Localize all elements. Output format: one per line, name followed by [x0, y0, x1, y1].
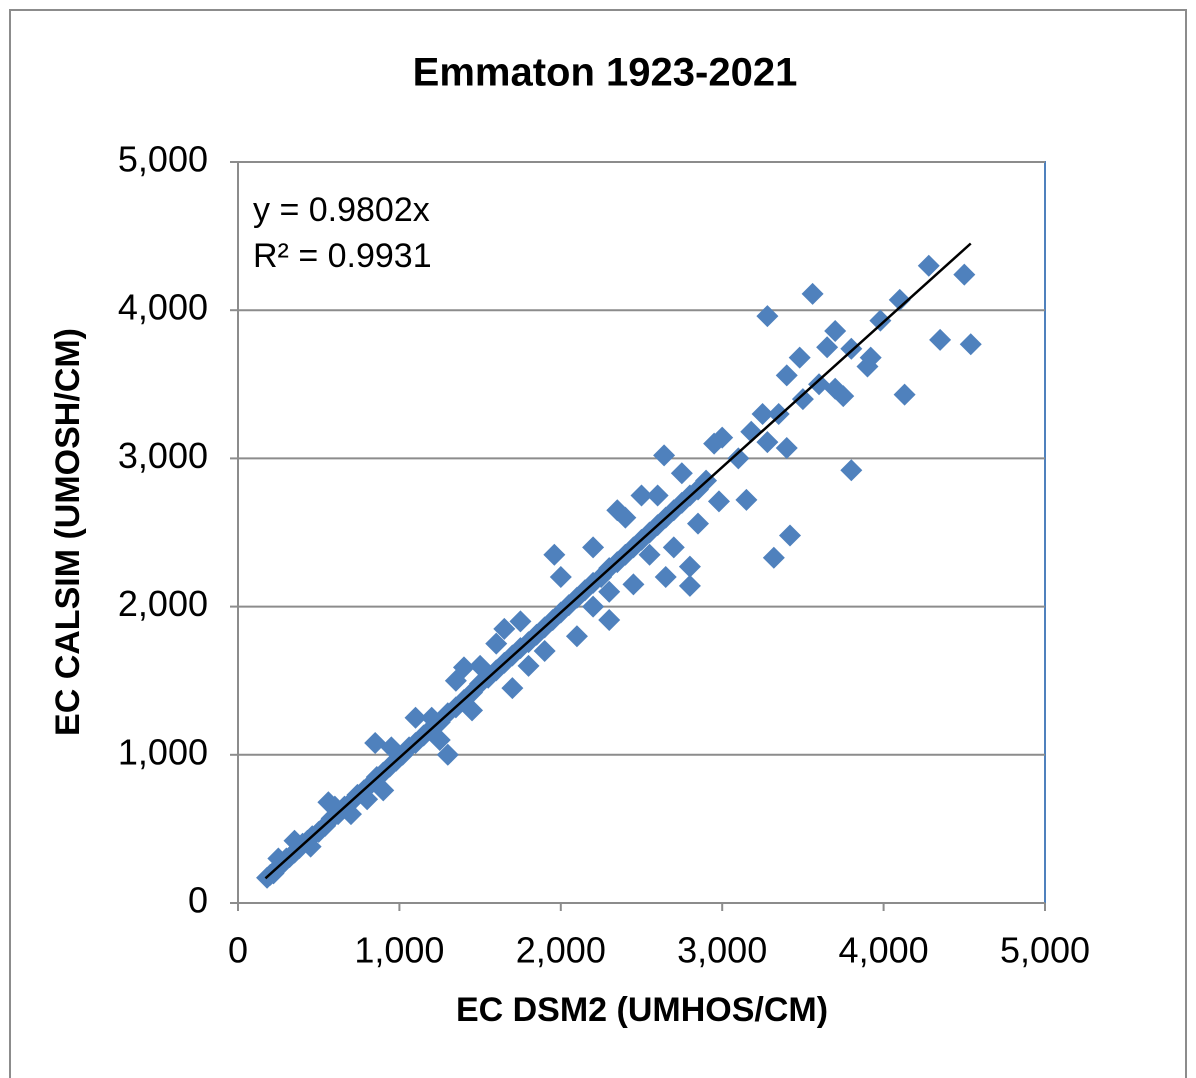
point	[775, 437, 798, 460]
point	[840, 337, 863, 360]
point	[751, 402, 774, 425]
point	[808, 373, 831, 396]
point	[461, 699, 484, 722]
point	[678, 555, 701, 578]
point	[917, 254, 940, 277]
point	[404, 706, 427, 729]
point	[533, 640, 556, 663]
y-tick-label: 1,000	[118, 731, 208, 772]
point	[869, 309, 892, 332]
point	[824, 377, 847, 400]
point	[735, 488, 758, 511]
point	[670, 462, 693, 485]
point	[727, 447, 750, 470]
point	[824, 319, 847, 342]
point	[662, 536, 685, 559]
y-axis-title: EC CALSIM (UMOSH/CM)	[49, 328, 87, 736]
x-tick-label: 0	[228, 930, 248, 971]
point	[364, 731, 387, 754]
point	[436, 743, 459, 766]
point	[929, 328, 952, 351]
x-tick-label: 2,000	[516, 930, 606, 971]
point	[654, 565, 677, 588]
x-tick-label: 5,000	[1000, 930, 1090, 971]
annotation: R² = 0.9931	[253, 237, 432, 275]
point	[267, 847, 290, 870]
point	[959, 333, 982, 356]
point	[646, 484, 669, 507]
x-axis-title: EC DSM2 (UMHOS/CM)	[456, 991, 828, 1029]
point	[549, 565, 572, 588]
trendline	[264, 242, 972, 880]
point	[339, 803, 362, 826]
point	[428, 728, 451, 751]
x-tick-label: 4,000	[839, 930, 929, 971]
point	[372, 779, 395, 802]
point	[485, 632, 508, 655]
point	[501, 677, 524, 700]
point	[380, 736, 403, 759]
point	[767, 402, 790, 425]
point	[582, 595, 605, 618]
point	[888, 288, 911, 311]
point	[630, 484, 653, 507]
point	[356, 788, 379, 811]
point	[622, 573, 645, 596]
point	[856, 355, 879, 378]
x-tick-label: 1,000	[354, 930, 444, 971]
point	[707, 490, 730, 513]
point	[840, 459, 863, 482]
point	[762, 546, 785, 569]
point	[452, 656, 475, 679]
annotation: y = 0.9802x	[253, 191, 430, 229]
point	[756, 305, 779, 328]
point	[598, 580, 621, 603]
y-tick-label: 2,000	[118, 583, 208, 624]
point	[598, 608, 621, 631]
point	[953, 263, 976, 286]
point	[653, 444, 676, 467]
y-tick-label: 5,000	[118, 139, 208, 180]
point	[493, 617, 516, 640]
point	[317, 791, 340, 814]
point	[778, 524, 801, 547]
point	[638, 543, 661, 566]
point	[816, 336, 839, 359]
point	[775, 364, 798, 387]
y-tick-label: 3,000	[118, 435, 208, 476]
point	[606, 499, 629, 522]
x-tick-label: 3,000	[677, 930, 767, 971]
point	[791, 388, 814, 411]
point	[543, 543, 566, 566]
point	[517, 654, 540, 677]
chart-title: Emmaton 1923-2021	[413, 51, 798, 95]
point	[509, 610, 532, 633]
point	[565, 625, 588, 648]
point	[469, 654, 492, 677]
point	[756, 431, 779, 454]
y-tick-label: 4,000	[118, 287, 208, 328]
point	[686, 512, 709, 535]
point	[893, 383, 916, 406]
y-tick-label: 0	[188, 880, 208, 921]
point	[678, 574, 701, 597]
point	[788, 346, 811, 369]
point	[711, 426, 734, 449]
point	[582, 536, 605, 559]
point	[801, 282, 824, 305]
